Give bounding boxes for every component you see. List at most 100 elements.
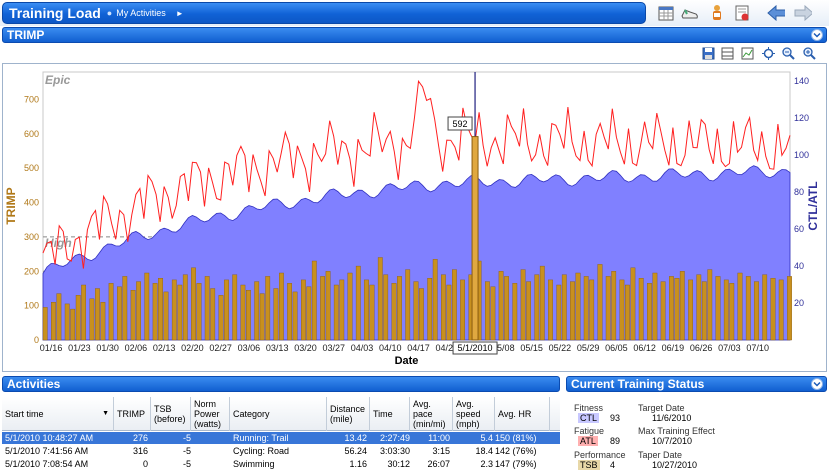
column-avg-speed[interactable]: Avg. speed (mph) <box>453 397 495 431</box>
x-tick-label: 01/23 <box>68 343 91 353</box>
trimp-bar <box>122 276 128 341</box>
trimp-bar <box>51 301 56 341</box>
left-tick-label: 500 <box>24 163 39 173</box>
table-cell: 0 <box>142 459 148 469</box>
trimp-bar <box>196 283 202 341</box>
x-tick-label: 02/06 <box>125 343 148 353</box>
trimp-bar <box>144 272 150 341</box>
fatigue-label: Fatigue <box>574 426 605 436</box>
target-date-value: 11/6/2010 <box>652 413 692 423</box>
trimp-bar <box>163 291 169 341</box>
right-tick-label: 20 <box>794 298 804 308</box>
column-label: Start time <box>5 409 44 419</box>
table-row[interactable]: 5/1/2010 7:41:56 AM 316 -5 Cycling: Road 56.… <box>2 445 560 457</box>
save-icon[interactable] <box>702 47 715 60</box>
table-cell <box>191 458 229 470</box>
atl-value: 89 <box>610 436 621 446</box>
trimp-bar <box>611 271 617 341</box>
column-distance[interactable]: Distance (mile) <box>327 397 370 431</box>
table-cell: Running: Trail <box>233 433 289 443</box>
x-tick-label: 01/30 <box>96 343 119 353</box>
table-cell: Swimming <box>233 459 275 469</box>
left-axis-title: TRIMP <box>4 187 18 224</box>
app-title: Training Load <box>9 5 101 21</box>
trimp-bar <box>279 272 284 341</box>
trimp-bar <box>575 272 581 341</box>
breadcrumb[interactable]: My Activities <box>116 8 166 18</box>
trimp-bars <box>42 257 792 341</box>
trimp-bar <box>369 284 375 341</box>
fit-icon[interactable] <box>762 47 775 60</box>
table-cell: 5.4 <box>480 433 493 443</box>
trimp-bar <box>674 277 680 341</box>
trimp-bar <box>548 279 553 341</box>
trimp-chart[interactable]: EpicHighMediumLow 0100200300400500600700… <box>2 63 827 372</box>
trimp-bar <box>441 274 446 341</box>
status-panel-header: Current Training Status <box>566 376 827 392</box>
table-cell: 2.3 <box>480 459 493 469</box>
left-tick-label: 600 <box>24 129 39 139</box>
hover-bar <box>471 136 479 341</box>
x-tick-label: 04/10 <box>379 343 402 353</box>
column-time[interactable]: Time <box>370 397 410 431</box>
left-tick-label: 200 <box>24 266 39 276</box>
zoom-in-icon[interactable] <box>803 47 816 60</box>
right-tick-label: 80 <box>794 187 804 197</box>
column-label: Distance (mile) <box>330 404 366 424</box>
table-cell: 56.24 <box>344 446 367 456</box>
back-arrow-icon[interactable] <box>767 4 785 22</box>
collapse-icon[interactable] <box>811 378 823 390</box>
settings-icon[interactable] <box>733 4 751 22</box>
trimp-bar <box>224 279 229 341</box>
trimp-bar <box>419 288 424 341</box>
ctl-label: CTL <box>578 413 600 423</box>
column-avg-pace[interactable]: Avg. pace (min/mi) <box>410 397 453 431</box>
atl-line-path <box>42 79 791 269</box>
trimp-bar <box>292 291 298 341</box>
table-cell: 3:03:30 <box>379 446 410 456</box>
x-tick-label: 06/26 <box>690 343 713 353</box>
trimp-bar <box>605 276 611 341</box>
shoes-icon[interactable] <box>681 4 699 22</box>
trimp-bar <box>539 265 545 341</box>
trimp-bar <box>583 276 589 341</box>
column-norm-power[interactable]: Norm Power (watts) <box>191 397 230 431</box>
trimp-bar <box>561 274 567 341</box>
title-bar: Training Load ● My Activities ► <box>0 0 829 26</box>
trimp-bar <box>320 276 325 341</box>
column-label: TSB (before) <box>154 404 186 424</box>
x-tick-label: 04/24 <box>436 343 459 353</box>
target-date-label: Target Date <box>638 403 685 413</box>
column-start-time[interactable]: Start time ▼ <box>2 397 114 431</box>
trimp-bar <box>787 276 792 341</box>
trimp-bar <box>512 283 518 341</box>
column-label: TRIMP <box>117 409 145 419</box>
calendar-icon[interactable] <box>657 4 675 22</box>
column-category[interactable]: Category <box>230 397 327 431</box>
trimp-bar <box>273 288 279 341</box>
collapse-icon[interactable] <box>811 29 823 41</box>
trimp-bar <box>130 289 136 341</box>
trimp-chart-svg[interactable]: EpicHighMediumLow 0100200300400500600700… <box>3 64 828 373</box>
table-row[interactable]: 5/1/2010 10:48:27 AM 276 -5 Running: Trail 1… <box>2 432 560 444</box>
chart-icon[interactable] <box>741 47 754 60</box>
column-tsb[interactable]: TSB (before) <box>151 397 191 431</box>
right-tick-label: 140 <box>794 76 809 86</box>
trimp-bar <box>210 288 216 341</box>
list-icon[interactable] <box>721 47 734 60</box>
right-tick-label: 60 <box>794 224 804 234</box>
breadcrumb-arrow-icon[interactable]: ► <box>175 8 184 18</box>
column-trimp[interactable]: TRIMP <box>114 397 151 431</box>
trimp-bar <box>520 269 526 341</box>
table-row[interactable]: 5/1/2010 7:08:54 AM 0 -5 Swimming 1.16 30:12 2… <box>2 458 560 470</box>
right-tick-label: 40 <box>794 261 804 271</box>
fitness-label: Fitness <box>574 403 604 413</box>
atl-line <box>42 79 791 269</box>
athlete-icon[interactable] <box>708 4 726 22</box>
trimp-bar <box>619 279 625 341</box>
forward-arrow-icon[interactable] <box>794 4 812 22</box>
column-avg-hr[interactable]: Avg. HR <box>495 397 550 431</box>
trimp-bar <box>81 284 87 341</box>
trimp-bar <box>259 293 265 341</box>
zoom-out-icon[interactable] <box>782 47 795 60</box>
